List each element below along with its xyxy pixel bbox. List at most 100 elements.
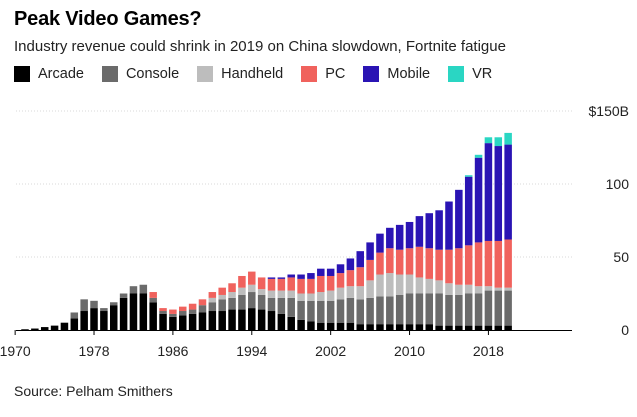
bar-console-1981 (119, 293, 128, 298)
bar-handheld-1994 (248, 284, 256, 293)
bars-group (21, 132, 512, 330)
bar-console-1987 (179, 311, 187, 316)
bar-arcade-2009 (395, 324, 404, 330)
legend-item-arcade: Arcade (14, 66, 84, 82)
bar-pc-2013 (435, 249, 443, 281)
bar-mobile-2014 (445, 201, 453, 250)
bar-handheld-2017 (474, 286, 483, 294)
bar-console-1989 (198, 305, 207, 313)
bar-pc-2002 (326, 275, 335, 291)
bar-mobile-2000 (307, 273, 315, 279)
legend-swatch-pc (301, 66, 318, 82)
bar-pc-2012 (425, 248, 434, 279)
bar-arcade-1974 (50, 325, 59, 330)
bar-pc-2019 (494, 240, 503, 288)
bar-console-1988 (188, 309, 197, 314)
bar-console-2006 (366, 297, 374, 325)
bar-arcade-1991 (218, 311, 226, 330)
bar-pc-1993 (238, 275, 246, 288)
bar-console-2011 (415, 293, 424, 325)
bar-arcade-1999 (297, 319, 305, 330)
bar-console-2002 (326, 300, 335, 323)
bar-console-1978 (90, 300, 98, 309)
bar-pc-1990 (208, 292, 217, 298)
x-tick-label: 1978 (78, 343, 109, 359)
y-tick-label: 100 (606, 176, 630, 192)
bar-console-2005 (356, 299, 364, 325)
bar-pc-2011 (415, 246, 424, 278)
bar-pc-2010 (405, 248, 414, 275)
bar-handheld-2015 (455, 284, 463, 295)
bar-arcade-1997 (277, 313, 286, 330)
bar-console-1980 (109, 302, 118, 306)
bar-mobile-2006 (366, 242, 374, 260)
bar-mobile-1999 (297, 274, 305, 279)
bar-arcade-2005 (356, 324, 364, 330)
bar-vr-2020 (504, 132, 512, 145)
bar-pc-2009 (395, 249, 404, 275)
bar-mobile-1996 (267, 277, 276, 279)
bar-arcade-1993 (238, 309, 246, 330)
bar-arcade-1983 (139, 293, 148, 330)
bar-pc-1992 (228, 283, 236, 293)
bar-handheld-1992 (228, 292, 236, 298)
bar-console-2004 (346, 297, 355, 323)
bar-vr-2017 (474, 154, 483, 158)
bar-console-1985 (159, 311, 167, 314)
legend-swatch-handheld (197, 66, 214, 82)
chart-subtitle: Industry revenue could shrink in 2019 on… (14, 38, 506, 55)
bar-handheld-2009 (395, 274, 404, 295)
chart-title: Peak Video Games? (14, 8, 202, 30)
bar-handheld-2005 (356, 286, 364, 300)
bar-console-1992 (228, 297, 236, 310)
bar-handheld-2020 (504, 287, 512, 291)
bar-handheld-2006 (366, 280, 374, 298)
bar-console-2007 (376, 296, 384, 325)
x-tick-label: 1994 (236, 343, 267, 359)
bar-arcade-1984 (149, 302, 157, 330)
bar-console-2017 (474, 293, 483, 326)
bar-arcade-1987 (179, 315, 187, 330)
bar-arcade-2010 (405, 324, 414, 330)
legend-swatch-mobile (363, 66, 380, 82)
legend-swatch-arcade (14, 66, 30, 82)
bar-arcade-2001 (317, 322, 325, 330)
bar-handheld-1991 (218, 294, 226, 300)
bar-handheld-2014 (445, 283, 453, 295)
bar-console-2013 (435, 293, 443, 326)
legend-label-arcade: Arcade (38, 66, 84, 82)
bar-mobile-2010 (405, 221, 414, 249)
bar-arcade-1985 (159, 313, 167, 330)
bar-handheld-2018 (484, 286, 493, 291)
bar-console-2020 (504, 290, 512, 326)
bar-console-1994 (248, 292, 256, 309)
bar-arcade-1992 (228, 309, 236, 330)
bar-arcade-1990 (208, 311, 217, 330)
bar-console-1982 (129, 286, 138, 294)
bar-handheld-2010 (405, 274, 414, 294)
bar-handheld-2013 (435, 280, 443, 294)
legend-label-vr: VR (472, 66, 493, 82)
legend-label-mobile: Mobile (387, 66, 431, 82)
bar-mobile-2015 (455, 189, 463, 249)
bar-arcade-2020 (504, 325, 512, 330)
bar-console-2015 (455, 294, 463, 326)
bar-console-2012 (425, 293, 434, 325)
bar-arcade-2004 (346, 322, 355, 330)
bar-console-1998 (287, 297, 295, 317)
bar-mobile-2017 (474, 157, 483, 243)
bar-mobile-2019 (494, 146, 503, 241)
bar-mobile-2009 (395, 224, 404, 250)
bar-console-2014 (445, 294, 453, 326)
bar-console-1996 (267, 297, 276, 312)
bar-arcade-2006 (366, 324, 374, 330)
bar-mobile-2007 (376, 233, 384, 253)
bar-arcade-1994 (248, 308, 256, 330)
bar-arcade-1973 (40, 327, 49, 330)
bar-console-1997 (277, 297, 286, 314)
bar-mobile-1997 (277, 277, 286, 279)
bar-pc-1984 (149, 292, 157, 298)
legend-item-pc: PC (301, 66, 345, 82)
bar-mobile-2001 (317, 268, 325, 276)
bar-handheld-1993 (238, 287, 246, 295)
